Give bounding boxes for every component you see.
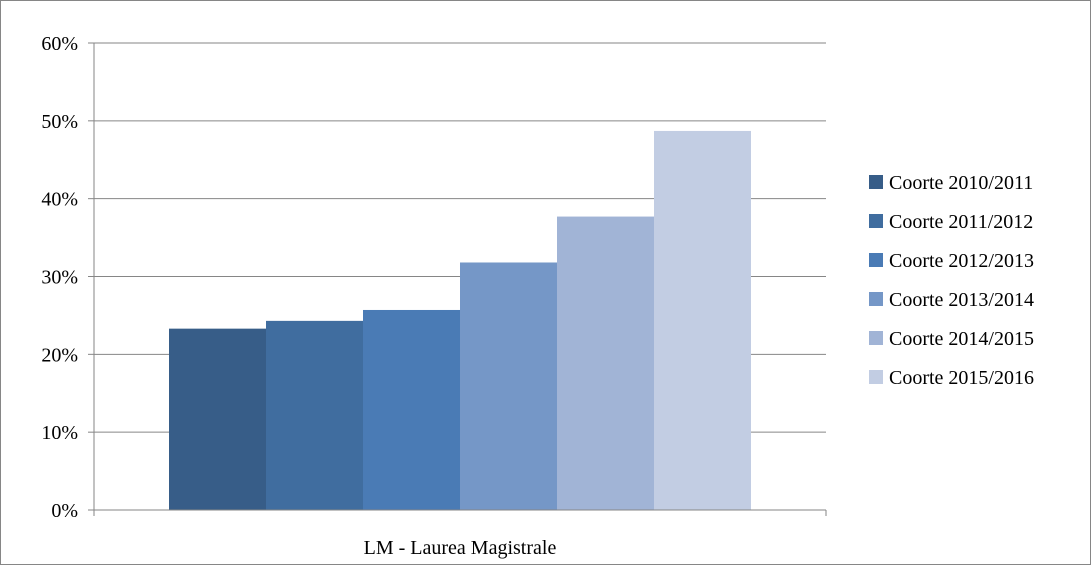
legend-swatch <box>869 331 883 345</box>
legend-label: Coorte 2011/2012 <box>889 211 1033 233</box>
y-tick-label: 0% <box>51 500 78 522</box>
legend-swatch <box>869 253 883 267</box>
x-category-labels: LM - Laurea Magistrale <box>364 537 557 559</box>
bar-coorte-2011-2012 <box>266 320 363 510</box>
bars <box>169 130 751 510</box>
y-tick-label: 20% <box>41 344 78 366</box>
y-tick-label: 60% <box>41 33 78 55</box>
legend-label: Coorte 2014/2015 <box>889 328 1034 350</box>
legend-label: Coorte 2012/2013 <box>889 250 1034 272</box>
axes <box>88 42 827 516</box>
y-tick-label: 50% <box>41 111 78 133</box>
legend: Coorte 2010/2011 Coorte 2011/2012 Coorte 2… <box>869 172 1034 389</box>
y-tick-labels: 0% 10% 20% 30% 40% 50% 60% <box>41 33 78 522</box>
y-tick-label: 40% <box>41 189 78 211</box>
legend-label: Coorte 2015/2016 <box>889 367 1034 389</box>
y-tick-label: 10% <box>41 422 78 444</box>
bar-coorte-2014-2015 <box>557 216 654 510</box>
bar-coorte-2010-2011 <box>169 328 266 510</box>
y-tick-label: 30% <box>41 267 78 289</box>
legend-label: Coorte 2010/2011 <box>889 172 1033 194</box>
legend-swatch <box>869 175 883 189</box>
legend-swatch <box>869 292 883 306</box>
x-category-label: LM - Laurea Magistrale <box>364 537 557 559</box>
bar-coorte-2012-2013 <box>363 309 460 510</box>
legend-swatch <box>869 214 883 228</box>
bar-coorte-2015-2016 <box>654 130 751 510</box>
legend-label: Coorte 2013/2014 <box>889 289 1034 311</box>
bar-coorte-2013-2014 <box>460 262 557 510</box>
legend-swatch <box>869 370 883 384</box>
